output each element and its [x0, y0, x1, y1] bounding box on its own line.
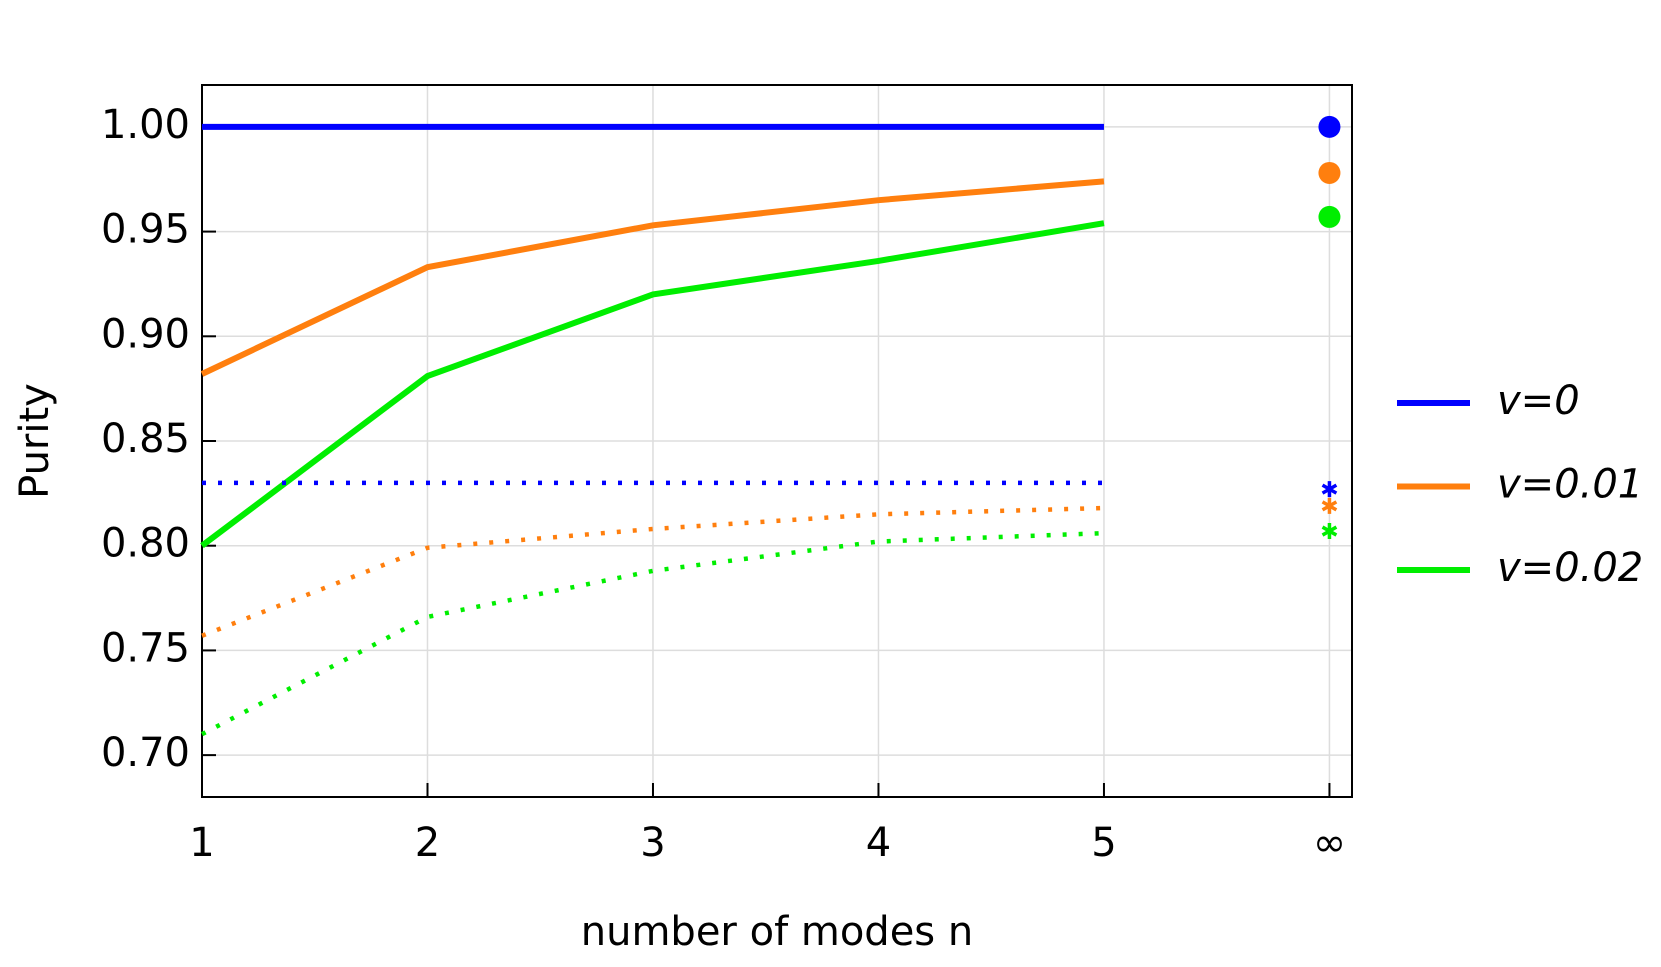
series-line — [200, 530, 1105, 737]
x-tick-label: ∞ — [1313, 820, 1346, 866]
legend-label: v=0.01 — [1497, 462, 1643, 508]
series-line — [200, 178, 1105, 377]
x-tick-label: 4 — [866, 820, 891, 866]
plot-frame — [201, 84, 1353, 798]
y-tick-label: 1.00 — [101, 102, 190, 148]
legend-label: v=0 — [1497, 378, 1580, 424]
limit-marker — [1321, 497, 1338, 514]
x-tick-label: 3 — [640, 820, 665, 866]
series-line — [200, 220, 1105, 549]
y-tick-label: 0.75 — [101, 625, 190, 671]
y-tick-label: 0.85 — [101, 416, 190, 462]
x-axis-label: number of modes n — [581, 909, 973, 955]
limit-marker — [1321, 481, 1338, 498]
limit-marker — [1321, 523, 1338, 540]
limit-marker — [1318, 161, 1341, 184]
legend-label: v=0.02 — [1497, 545, 1643, 591]
limit-marker — [1318, 115, 1341, 138]
y-tick-label: 0.90 — [101, 311, 190, 357]
y-tick-label: 0.95 — [101, 207, 190, 253]
series-line — [201, 505, 1105, 638]
x-tick-label: 5 — [1091, 820, 1116, 866]
limit-marker — [1318, 205, 1341, 228]
y-tick-label: 0.70 — [101, 730, 190, 776]
y-axis-label: Purity — [12, 383, 58, 499]
x-tick-label: 2 — [415, 820, 440, 866]
y-tick-label: 0.80 — [101, 521, 190, 567]
x-tick-label: 1 — [189, 820, 214, 866]
